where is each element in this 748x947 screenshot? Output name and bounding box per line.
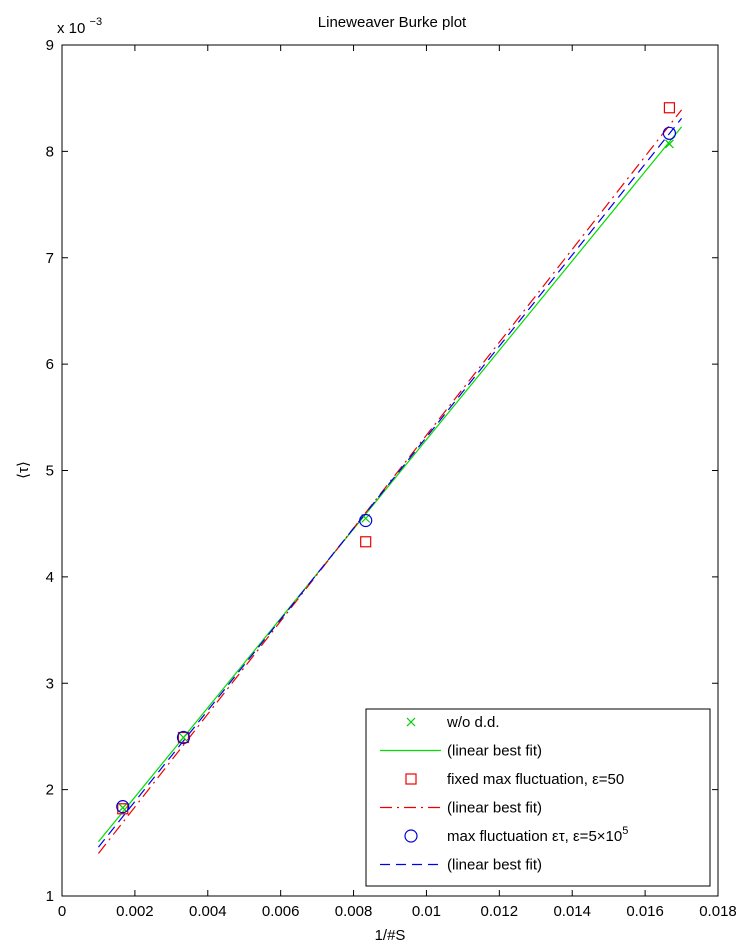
x-tick-label: 0.012 (481, 903, 519, 920)
y-tick-label: 1 (46, 888, 54, 905)
y-tick-label: 6 (46, 356, 54, 373)
x-tick-label: 0.004 (189, 903, 227, 920)
y-axis-exponent-base: x 10 (57, 20, 85, 37)
y-axis-exponent-power: −3 (90, 16, 103, 28)
x-tick-label: 0.018 (699, 903, 737, 920)
x-tick-label: 0 (58, 903, 66, 920)
legend: w/o d.d. (linear best fit) fixed max fluct… (366, 709, 710, 886)
y-tick-label: 7 (46, 250, 54, 267)
y-tick-label: 2 (46, 782, 54, 799)
y-axis-label: ⟨τ⟩ (15, 461, 32, 479)
legend-label: w/o d.d. (446, 714, 500, 731)
legend-label: (linear best fit) (447, 800, 542, 817)
y-tick-label: 3 (46, 675, 54, 692)
x-axis-label: 1/#S (375, 927, 406, 944)
x-tick-label: 0.006 (262, 903, 300, 920)
x-tick-label: 0.014 (553, 903, 591, 920)
x-tick-label: 0.008 (335, 903, 373, 920)
y-tick-label: 9 (46, 37, 54, 54)
legend-label: fixed max fluctuation, ε=50 (447, 771, 624, 788)
legend-label: (linear best fit) (447, 857, 542, 874)
chart-title: Lineweaver Burke plot (318, 14, 467, 31)
legend-label: (linear best fit) (447, 743, 542, 760)
x-tick-label: 0.01 (412, 903, 441, 920)
y-tick-label: 5 (46, 463, 54, 480)
legend-label: max fluctuation ετ, ε=5×105 (447, 825, 628, 845)
y-tick-label: 8 (46, 143, 54, 160)
y-tick-label: 4 (46, 569, 54, 586)
x-tick-label: 0.002 (116, 903, 154, 920)
x-tick-label: 0.016 (626, 903, 664, 920)
